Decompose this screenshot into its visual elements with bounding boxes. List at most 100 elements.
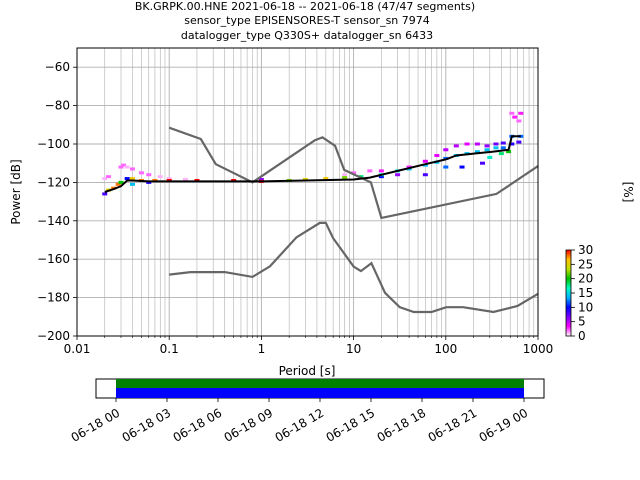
heatmap-cell [453, 144, 459, 148]
timeline-tick-label: 06-18 09 [222, 406, 276, 445]
heatmap-cell [342, 176, 348, 180]
colorbar-tick-label: 10 [578, 300, 593, 314]
heatmap-cell [351, 171, 357, 175]
x-tick-label: 10 [346, 342, 361, 356]
colorbar-tick-label: 0 [578, 329, 586, 343]
heatmap-cell [323, 177, 329, 181]
heatmap-cell [406, 165, 412, 169]
heatmap-cell [434, 154, 440, 158]
y-tick-label: −180 [37, 291, 70, 305]
heatmap-cell [512, 115, 518, 119]
heatmap-cell [484, 148, 490, 152]
y-tick-label: −80 [45, 99, 70, 113]
heatmap-cell [124, 165, 130, 169]
heatmap-cell [395, 173, 401, 177]
heatmap-cell [106, 175, 112, 179]
heatmap-cell [130, 167, 136, 171]
heatmap-cell [422, 173, 428, 177]
heatmap-cell [121, 163, 127, 167]
y-tick-label: −60 [45, 60, 70, 74]
x-tick-label: 0.1 [160, 342, 179, 356]
heatmap-cell [138, 171, 144, 175]
heatmap-cell [124, 177, 130, 181]
x-tick-label: 100 [434, 342, 457, 356]
heatmap-cell [342, 173, 348, 177]
heatmap-cell [459, 165, 465, 169]
heatmap-cell [474, 150, 480, 154]
heatmap-cell [509, 111, 515, 115]
timeline-tick-label: 06-19 00 [477, 406, 531, 445]
heatmap-cell [500, 141, 506, 145]
heatmap-cell [258, 178, 264, 182]
heatmap-cell [464, 142, 470, 146]
heatmap-cell [367, 169, 373, 173]
heatmap-cell [115, 182, 121, 186]
plot-grid [76, 48, 538, 337]
timeline-tick-label: 06-18 21 [426, 406, 480, 445]
y-tick-label: −140 [37, 214, 70, 228]
heatmap-cell [443, 165, 449, 169]
plot-frame [76, 47, 539, 337]
timeline-tick-label: 06-18 15 [324, 406, 378, 445]
x-tick-label: 1 [258, 342, 266, 356]
timeline-tick-label: 06-18 06 [171, 406, 225, 445]
x-axis-ticks: 0.01 0.1 1 10 100 1000 [64, 336, 554, 356]
heatmap-cell [443, 148, 449, 152]
colorbar-tick-label: 30 [578, 243, 593, 257]
y-tick-label: −160 [37, 252, 70, 266]
title-line-3: datalogger_type Q330S+ datalogger_sn 643… [181, 29, 433, 42]
heatmap-cell [422, 159, 428, 163]
x-tick-label: 1000 [523, 342, 554, 356]
title-line-1: BK.GRPK.00.HNE 2021-06-18 -- 2021-06-18 … [135, 0, 475, 13]
heatmap-cell [500, 146, 506, 150]
colorbar-tick-label: 25 [578, 257, 593, 271]
heatmap-cell [378, 169, 384, 173]
heatmap-cell [130, 182, 136, 186]
heatmap-cell [118, 165, 124, 169]
timeline-tick-label: 06-18 00 [69, 406, 123, 445]
colorbar-gradient [565, 249, 572, 337]
heatmap-cell [157, 175, 163, 179]
timeline-coverage-bar [116, 388, 524, 398]
colorbar-label: [%] [621, 182, 635, 203]
colorbar-tick-label: 15 [578, 286, 593, 300]
heatmap-cell [509, 142, 515, 146]
y-tick-label: −120 [37, 175, 70, 189]
timeline-tick-label: 06-18 03 [120, 406, 174, 445]
heatmap-cell [484, 144, 490, 148]
x-tick-label: 0.01 [64, 342, 91, 356]
heatmap-cell [516, 119, 522, 123]
heatmap-cell [474, 142, 480, 146]
y-tick-label: −200 [37, 329, 70, 343]
heatmap-cell [102, 192, 108, 196]
heatmap-cell [479, 161, 485, 165]
ppsd-plot: 0.01 0.1 1 10 100 1000 −60 −80 −100 −120 −140 −160… [9, 47, 554, 378]
heatmap-cell [487, 155, 493, 159]
heatmap-cell [378, 175, 384, 179]
colorbar-tick-label: 5 [578, 315, 586, 329]
y-axis-label: Power [dB] [9, 159, 23, 224]
plot-background [77, 48, 538, 336]
title-line-2: sensor_type EPISENSORES-T sensor_sn 7974 [184, 14, 430, 27]
heatmap-cell [493, 146, 499, 150]
x-axis-label: Period [s] [279, 364, 336, 378]
heatmap-cell [130, 177, 136, 181]
y-tick-label: −100 [37, 137, 70, 151]
heatmap-cell [518, 111, 524, 115]
nhnm-curve [168, 126, 539, 220]
colorbar-tick-label: 20 [578, 272, 593, 286]
heatmap-cell [498, 152, 504, 156]
y-axis-ticks: −60 −80 −100 −120 −140 −160 −180 −200 [37, 60, 77, 343]
heatmap-cell [102, 177, 108, 181]
heatmap-cell [146, 173, 152, 177]
timeline-data-bar [116, 379, 524, 388]
heatmap-cell [118, 180, 124, 184]
timeline-tick-label: 06-18 12 [273, 406, 327, 445]
median-curve [104, 135, 521, 193]
heatmap-cell [493, 142, 499, 146]
